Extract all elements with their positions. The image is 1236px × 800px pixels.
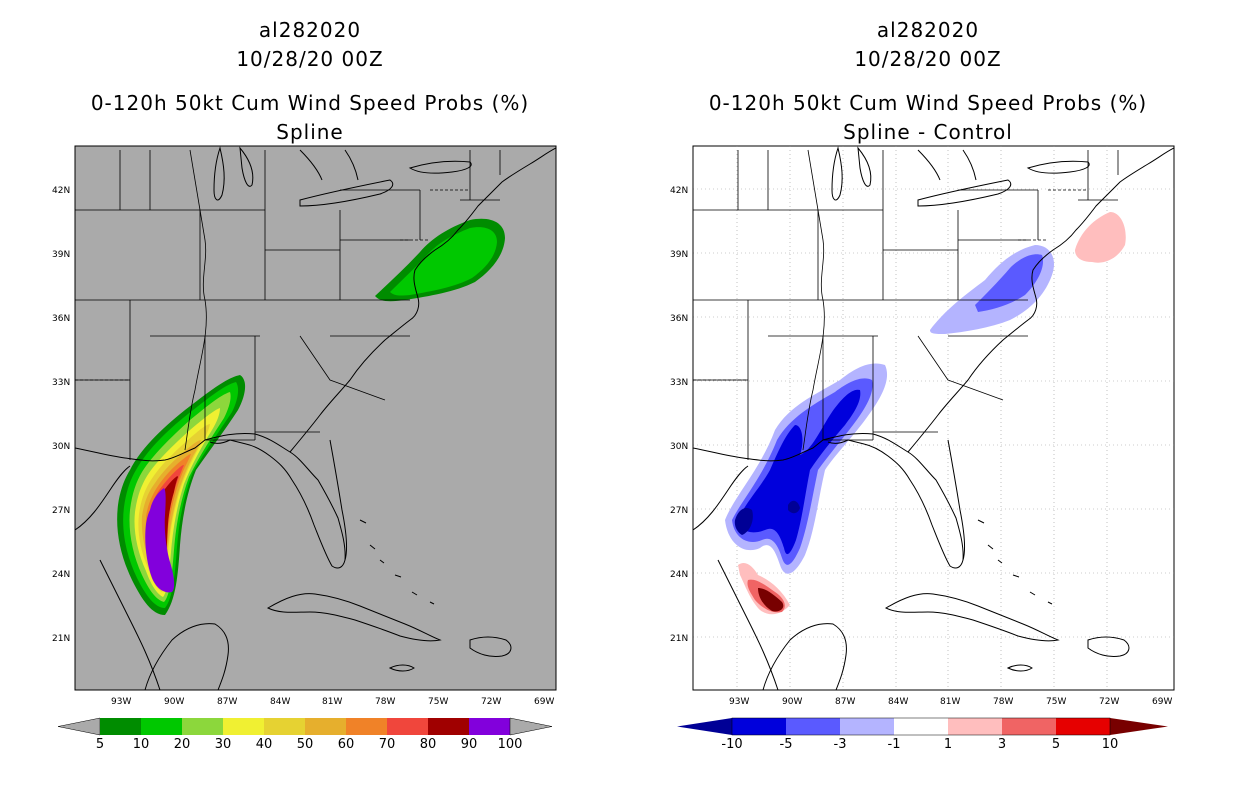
colorbar-end-arrow (677, 718, 732, 735)
lat-tick-label: 24N (670, 570, 688, 580)
left-lon-ticks: 93W 90W 87W 84W 81W 78W 75W 72W 69W (111, 697, 554, 707)
lon-tick-label: 87W (217, 697, 237, 707)
colorbar-label: 5 (1051, 737, 1061, 752)
colorbar-swatch (428, 718, 469, 735)
lat-tick-label: 42N (670, 186, 688, 196)
lon-tick-label: 84W (270, 697, 290, 707)
right-storm-id: al282020 (876, 18, 980, 42)
colorbar-label: 70 (378, 737, 396, 752)
lon-tick-label: 81W (322, 697, 342, 707)
right-colorbar (677, 717, 1168, 736)
colorbar-swatch (1056, 718, 1110, 735)
lon-tick-label: 90W (164, 697, 184, 707)
lat-tick-label: 42N (52, 186, 70, 196)
colorbar-label: 10 (1101, 737, 1119, 752)
lat-tick-label: 36N (670, 314, 688, 324)
colorbar-label: 60 (337, 737, 355, 752)
lat-tick-label: 30N (52, 442, 70, 452)
left-storm-id: al282020 (258, 18, 362, 42)
lat-tick-label: 39N (670, 250, 688, 260)
colorbar-swatch (840, 718, 894, 735)
lon-tick-label: 93W (729, 697, 749, 707)
lon-tick-label: 78W (993, 697, 1013, 707)
colorbar-swatch (948, 718, 1002, 735)
colorbar-swatch (387, 718, 428, 735)
left-product-title: 0-120h 50kt Cum Wind Speed Probs (%) (90, 91, 530, 115)
colorbar-label: 40 (255, 737, 273, 752)
colorbar-label: 20 (173, 737, 191, 752)
lon-tick-label: 69W (1152, 697, 1172, 707)
left-subtitle: Spline (276, 120, 344, 144)
lon-tick-label: 81W (940, 697, 960, 707)
colorbar-label: 100 (497, 737, 523, 752)
lon-tick-label: 75W (428, 697, 448, 707)
colorbar-label: 1 (943, 737, 953, 752)
left-colorbar (57, 717, 553, 736)
colorbar-swatch (346, 718, 387, 735)
lat-tick-label: 33N (52, 378, 70, 388)
lat-tick-label: 27N (52, 506, 70, 516)
left-map: 42N 39N 36N 33N 30N 27N 24N 21N 93W 90W … (52, 145, 557, 707)
left-lat-ticks: 42N 39N 36N 33N 30N 27N 24N 21N (52, 186, 70, 644)
lat-tick-label: 30N (670, 442, 688, 452)
colorbar-label: 3 (997, 737, 1007, 752)
lon-tick-label: 90W (782, 697, 802, 707)
colorbar-swatch (469, 718, 510, 735)
lon-tick-label: 93W (111, 697, 131, 707)
colorbar-end-arrow (1110, 718, 1168, 735)
colorbar-swatch (732, 718, 786, 735)
lat-tick-label: 27N (670, 506, 688, 516)
right-map: 42N 39N 36N 33N 30N 27N 24N 21N 93W 90W … (670, 145, 1175, 707)
lon-tick-label: 84W (888, 697, 908, 707)
lat-tick-label: 24N (52, 570, 70, 580)
colorbar-swatch (182, 718, 223, 735)
lat-tick-label: 36N (52, 314, 70, 324)
colorbar-label: 5 (95, 737, 105, 752)
right-lat-ticks: 42N 39N 36N 33N 30N 27N 24N 21N (670, 186, 688, 644)
right-product-title: 0-120h 50kt Cum Wind Speed Probs (%) (708, 91, 1148, 115)
colorbar-end-arrow (57, 717, 101, 736)
colorbar-label: -5 (779, 737, 793, 752)
right-date: 10/28/20 00Z (854, 47, 1002, 71)
lon-tick-label: 75W (1046, 697, 1066, 707)
colorbar-label: -10 (721, 737, 743, 752)
colorbar-swatch (894, 718, 948, 735)
lat-tick-label: 21N (52, 634, 70, 644)
colorbar-label: 30 (214, 737, 232, 752)
colorbar-swatch (786, 718, 840, 735)
colorbar-swatch (1002, 718, 1056, 735)
colorbar-swatch (264, 718, 305, 735)
colorbar-label: -3 (833, 737, 847, 752)
lon-tick-label: 69W (534, 697, 554, 707)
colorbar-outline (731, 717, 1111, 736)
right-lon-ticks: 93W 90W 87W 84W 81W 78W 75W 72W 69W (729, 697, 1172, 707)
colorbar-swatch (305, 718, 346, 735)
lat-tick-label: 33N (670, 378, 688, 388)
colorbar-label: 50 (296, 737, 314, 752)
colorbar-label: -1 (887, 737, 901, 752)
lat-tick-label: 21N (670, 634, 688, 644)
colorbar-swatch (100, 718, 141, 735)
colorbar-label: 10 (132, 737, 150, 752)
right-subtitle: Spline - Control (843, 120, 1013, 144)
colorbar-swatch (223, 718, 264, 735)
lat-tick-label: 39N (52, 250, 70, 260)
lon-tick-label: 78W (375, 697, 395, 707)
lon-tick-label: 72W (1099, 697, 1119, 707)
left-date: 10/28/20 00Z (236, 47, 384, 71)
lon-tick-label: 87W (835, 697, 855, 707)
colorbar-end-arrow (509, 717, 553, 736)
colorbar-label: 80 (419, 737, 437, 752)
lon-tick-label: 72W (481, 697, 501, 707)
colorbar-swatch (141, 718, 182, 735)
colorbar-label: 90 (460, 737, 478, 752)
